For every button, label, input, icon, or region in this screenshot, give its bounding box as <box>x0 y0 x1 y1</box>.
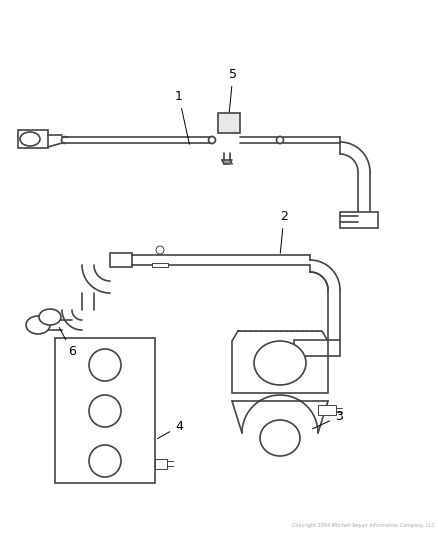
Bar <box>294 340 340 356</box>
Text: Copyright 2004 Mitchell Repair Information Company, LLC: Copyright 2004 Mitchell Repair Informati… <box>292 523 435 528</box>
Bar <box>318 405 336 415</box>
Ellipse shape <box>89 445 121 477</box>
Ellipse shape <box>89 349 121 381</box>
Ellipse shape <box>260 420 300 456</box>
Text: 6: 6 <box>59 327 76 358</box>
Ellipse shape <box>254 341 306 385</box>
Text: 2: 2 <box>280 210 288 253</box>
Ellipse shape <box>156 246 164 254</box>
Bar <box>340 212 378 228</box>
Text: 5: 5 <box>229 68 237 112</box>
Ellipse shape <box>89 395 121 427</box>
Ellipse shape <box>26 316 50 334</box>
Ellipse shape <box>43 312 57 322</box>
Bar <box>55 338 155 483</box>
Bar <box>152 263 168 267</box>
Ellipse shape <box>39 309 61 325</box>
Ellipse shape <box>20 132 40 146</box>
Bar <box>18 130 48 148</box>
Ellipse shape <box>30 319 46 331</box>
Text: 3: 3 <box>313 410 343 429</box>
Bar <box>110 253 132 267</box>
Bar <box>155 459 167 469</box>
Bar <box>218 113 240 133</box>
Text: 4: 4 <box>157 420 183 439</box>
Text: 1: 1 <box>175 90 189 144</box>
